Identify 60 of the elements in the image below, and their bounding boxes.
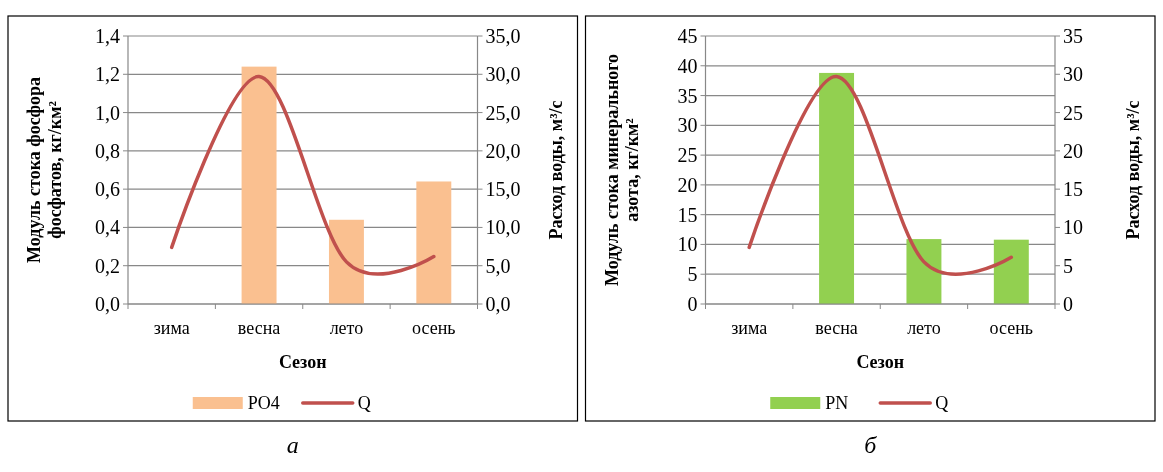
y2-tick-label: 15	[1063, 178, 1083, 201]
x-tick-label: зима	[153, 318, 190, 338]
y-axis-title: Модуль стока минерального азота, кг/км²	[601, 53, 643, 287]
y-tick-label: 35	[677, 84, 698, 107]
y2-tick-label: 10,0	[485, 216, 521, 239]
y2-tick-label: 30,0	[485, 63, 521, 86]
y-tick-label: 25	[677, 144, 698, 167]
y2-tick-label: 0	[1063, 293, 1073, 315]
y-tick-label: 0	[687, 293, 698, 315]
y2-tick-label: 35,0	[485, 25, 521, 47]
y-tick-label: 1,0	[95, 101, 120, 124]
y-axis-title: Модуль стока фосфора фосфатов, кг/км²	[24, 77, 65, 263]
x-axis-title: Сезон	[856, 352, 905, 372]
y-tick-label: 45	[677, 25, 698, 47]
y-tick-label: 5	[687, 263, 698, 286]
y-tick-label: 10	[677, 233, 698, 256]
x-tick-label: лето	[907, 318, 941, 338]
bar	[906, 239, 942, 304]
x-tick-label: осень	[989, 318, 1034, 338]
x-tick-label: весна	[237, 318, 281, 338]
y-tick-label: 20	[677, 173, 698, 196]
y-tick-label: 0,4	[95, 216, 120, 239]
y2-tick-label: 5,0	[485, 254, 511, 277]
y2-tick-label: 25,0	[485, 101, 521, 124]
x-tick-label: весна	[815, 318, 858, 338]
y2-tick-label: 0,0	[485, 293, 511, 315]
y-tick-label: 1,4	[95, 25, 120, 47]
y-tick-label: 0,8	[95, 139, 120, 162]
legend-label: PN	[825, 393, 849, 414]
y-tick-label: 1,2	[95, 63, 120, 86]
y2-tick-label: 30	[1063, 63, 1083, 86]
y2-tick-label: 15,0	[485, 178, 521, 201]
x-tick-label: лето	[329, 318, 364, 338]
y2-tick-label: 10	[1063, 216, 1083, 239]
bar	[241, 66, 277, 304]
x-axis-title: Сезон	[278, 352, 327, 372]
legend-label: Q	[935, 393, 949, 414]
y-tick-label: 0,6	[95, 178, 120, 201]
bar	[819, 72, 855, 304]
y-tick-label: 15	[677, 203, 698, 226]
y2-axis-title: Расход воды, м³/с	[1123, 100, 1144, 240]
y2-tick-label: 25	[1063, 101, 1083, 124]
x-tick-label: осень	[412, 318, 456, 338]
y2-axis-title: Расход воды, м³/с	[545, 100, 566, 240]
text: а	[286, 432, 299, 458]
legend-label: PO4	[247, 393, 280, 414]
y2-tick-label: 35	[1063, 25, 1083, 47]
y-tick-label: 30	[677, 114, 698, 137]
y2-tick-label: 20	[1063, 139, 1083, 162]
y-tick-label: 0,0	[95, 293, 120, 315]
legend-label: Q	[357, 393, 371, 414]
y-tick-label: 0,2	[95, 254, 120, 277]
y-tick-label: 40	[677, 54, 698, 77]
bar	[328, 219, 364, 304]
bar	[416, 181, 452, 304]
x-tick-label: зима	[731, 318, 768, 338]
y2-tick-label: 5	[1063, 254, 1073, 277]
bar	[993, 239, 1029, 304]
y2-tick-label: 20,0	[485, 139, 521, 162]
text: б	[864, 432, 878, 458]
